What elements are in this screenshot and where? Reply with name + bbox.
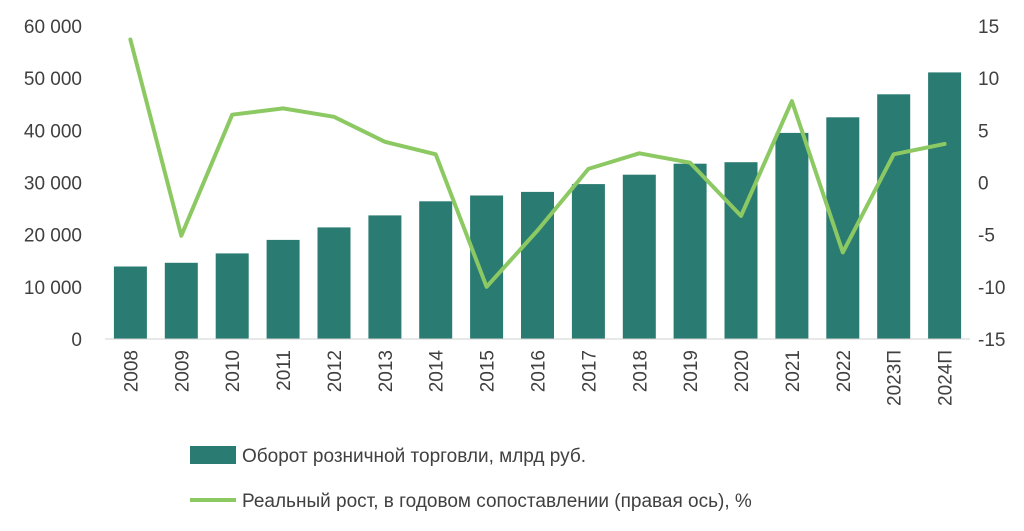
x-tick-label: 2020 xyxy=(732,350,753,392)
x-tick-label: 2016 xyxy=(529,350,550,392)
legend-swatch-bar xyxy=(190,446,236,464)
x-tick-label: 2024П xyxy=(936,350,957,406)
x-tick-label: 2021 xyxy=(783,350,804,392)
x-tick-label: 2012 xyxy=(325,350,346,392)
right-tick-label: -10 xyxy=(978,278,1005,299)
bar-2011 xyxy=(266,239,300,339)
bar-2008 xyxy=(113,266,147,339)
x-tick-label: 2018 xyxy=(630,350,651,392)
right-tick-label: 10 xyxy=(978,69,999,90)
bar-2024П xyxy=(928,72,962,340)
x-tick-label: 2009 xyxy=(172,350,193,392)
right-axis-ticks: -15 -10 -5 0 5 10 15 xyxy=(978,17,1005,351)
x-tick-label: 2011 xyxy=(274,350,295,391)
left-tick-label: 40 000 xyxy=(24,121,82,142)
x-tick-label: 2008 xyxy=(121,350,142,392)
bar-2021 xyxy=(775,132,809,339)
right-tick-label: 0 xyxy=(978,174,989,195)
x-tick-label: 2013 xyxy=(376,350,397,392)
bar-2012 xyxy=(317,227,351,339)
bar-2010 xyxy=(215,253,249,339)
left-tick-label: 10 000 xyxy=(24,278,82,299)
bar-2017 xyxy=(571,184,605,339)
legend-label-line: Реальный рост, в годовом сопоставлении (… xyxy=(242,491,752,512)
right-tick-label: -15 xyxy=(978,330,1005,351)
left-tick-label: 60 000 xyxy=(24,17,82,38)
right-tick-label: 5 xyxy=(978,121,989,142)
bar-2009 xyxy=(164,262,198,339)
bar-2023П xyxy=(877,94,911,339)
bar-series xyxy=(113,72,962,340)
bar-2018 xyxy=(622,174,656,339)
left-tick-label: 20 000 xyxy=(24,226,82,247)
bar-2014 xyxy=(419,201,453,339)
x-tick-label: 2015 xyxy=(478,350,499,392)
bar-2019 xyxy=(673,163,707,339)
left-tick-label: 0 xyxy=(71,330,82,351)
legend-label-bar: Оборот розничной торговли, млрд руб. xyxy=(242,446,586,467)
legend: Оборот розничной торговли, млрд руб. Реа… xyxy=(190,446,752,512)
bar-2015 xyxy=(470,195,504,339)
x-tick-label: 2014 xyxy=(427,350,448,393)
x-tick-label: 2010 xyxy=(223,350,244,392)
left-tick-label: 30 000 xyxy=(24,174,82,195)
growth-line xyxy=(128,37,947,289)
right-tick-label: 15 xyxy=(978,17,999,38)
x-tick-label: 2022 xyxy=(834,350,855,392)
x-tick-label: 2017 xyxy=(579,350,600,392)
x-tick-label: 2019 xyxy=(681,350,702,392)
bar-2013 xyxy=(368,215,402,339)
right-tick-label: -5 xyxy=(978,226,995,247)
left-axis-ticks: 0 10 000 20 000 30 000 40 000 50 000 60 000 xyxy=(24,17,82,351)
x-tick-label: 2023П xyxy=(885,350,906,406)
x-axis-ticks: 2008 2009 2010 2011 2012 2013 2014 2015 2016 2017… xyxy=(121,350,956,406)
left-tick-label: 50 000 xyxy=(24,69,82,90)
